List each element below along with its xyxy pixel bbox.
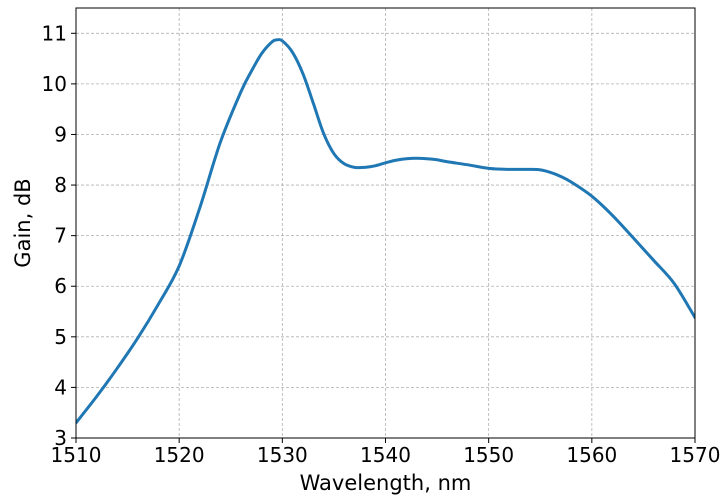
y-tick-label-5: 5 <box>54 325 67 349</box>
y-tick-label-11: 11 <box>42 21 67 45</box>
y-axis-label: Gain, dB <box>11 178 35 267</box>
x-tick-labels: 1510 1520 1530 1540 1550 1560 1570 <box>51 443 721 467</box>
y-tick-label-9: 9 <box>54 122 67 146</box>
x-tick-label-1560: 1560 <box>566 443 617 467</box>
x-tick-label-1550: 1550 <box>463 443 514 467</box>
y-tick-label-8: 8 <box>54 173 67 197</box>
ticks <box>71 32 696 443</box>
y-tick-label-6: 6 <box>54 274 67 298</box>
x-axis-label: Wavelength, nm <box>300 471 472 495</box>
y-tick-label-7: 7 <box>54 224 67 248</box>
x-tick-label-1520: 1520 <box>154 443 205 467</box>
y-tick-label-10: 10 <box>42 72 67 96</box>
gain-series-line-0 <box>76 38 695 425</box>
x-tick-label-1530: 1530 <box>257 443 308 467</box>
series-layer <box>76 38 695 425</box>
x-tick-label-1540: 1540 <box>360 443 411 467</box>
x-tick-label-1570: 1570 <box>670 443 721 467</box>
x-tick-label-1510: 1510 <box>51 443 102 467</box>
grid <box>75 8 696 439</box>
y-tick-label-3: 3 <box>54 426 67 450</box>
y-tick-label-4: 4 <box>54 375 67 399</box>
y-tick-labels: 3 4 5 6 7 8 9 10 11 <box>42 21 67 450</box>
